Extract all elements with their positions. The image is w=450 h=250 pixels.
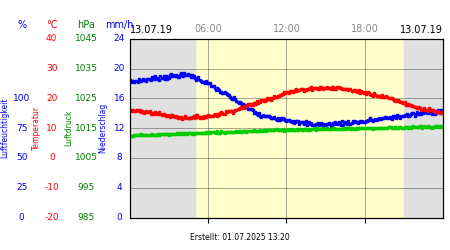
Text: 0: 0 — [117, 213, 122, 222]
Text: 25: 25 — [16, 183, 27, 192]
Text: 995: 995 — [78, 183, 95, 192]
Text: 1025: 1025 — [75, 94, 98, 103]
Text: Luftdruck: Luftdruck — [64, 110, 73, 146]
Text: °C: °C — [46, 20, 58, 30]
Text: 20: 20 — [113, 64, 125, 73]
Text: hPa: hPa — [77, 20, 95, 30]
Text: 4: 4 — [117, 183, 122, 192]
Text: 13.07.19: 13.07.19 — [130, 25, 173, 35]
Text: 50: 50 — [16, 154, 27, 162]
Text: Temperatur: Temperatur — [32, 106, 41, 150]
Text: Erstellt: 01.07.2025 13:20: Erstellt: 01.07.2025 13:20 — [189, 234, 289, 242]
Text: 1015: 1015 — [75, 124, 98, 132]
Text: 100: 100 — [13, 94, 30, 103]
Text: 75: 75 — [16, 124, 27, 132]
Text: 30: 30 — [46, 64, 58, 73]
Bar — [404, 39, 443, 218]
Text: 0: 0 — [49, 154, 54, 162]
Text: 8: 8 — [117, 154, 122, 162]
Text: 10: 10 — [46, 124, 58, 132]
Bar — [130, 39, 195, 218]
Text: Niederschlag: Niederschlag — [98, 103, 107, 153]
Text: %: % — [17, 20, 26, 30]
Text: 40: 40 — [46, 34, 58, 43]
Text: Luftfeuchtigkeit: Luftfeuchtigkeit — [0, 98, 9, 158]
Text: 13.07.19: 13.07.19 — [400, 25, 443, 35]
Text: 12: 12 — [113, 124, 125, 132]
Text: 1035: 1035 — [75, 64, 98, 73]
Text: 1045: 1045 — [75, 34, 98, 43]
Text: 16: 16 — [113, 94, 125, 103]
Text: 1005: 1005 — [75, 154, 98, 162]
Text: -20: -20 — [45, 213, 59, 222]
Text: 0: 0 — [19, 213, 24, 222]
Text: mm/h: mm/h — [105, 20, 134, 30]
Text: 985: 985 — [78, 213, 95, 222]
Text: 20: 20 — [46, 94, 58, 103]
Text: 24: 24 — [113, 34, 125, 43]
Text: -10: -10 — [45, 183, 59, 192]
